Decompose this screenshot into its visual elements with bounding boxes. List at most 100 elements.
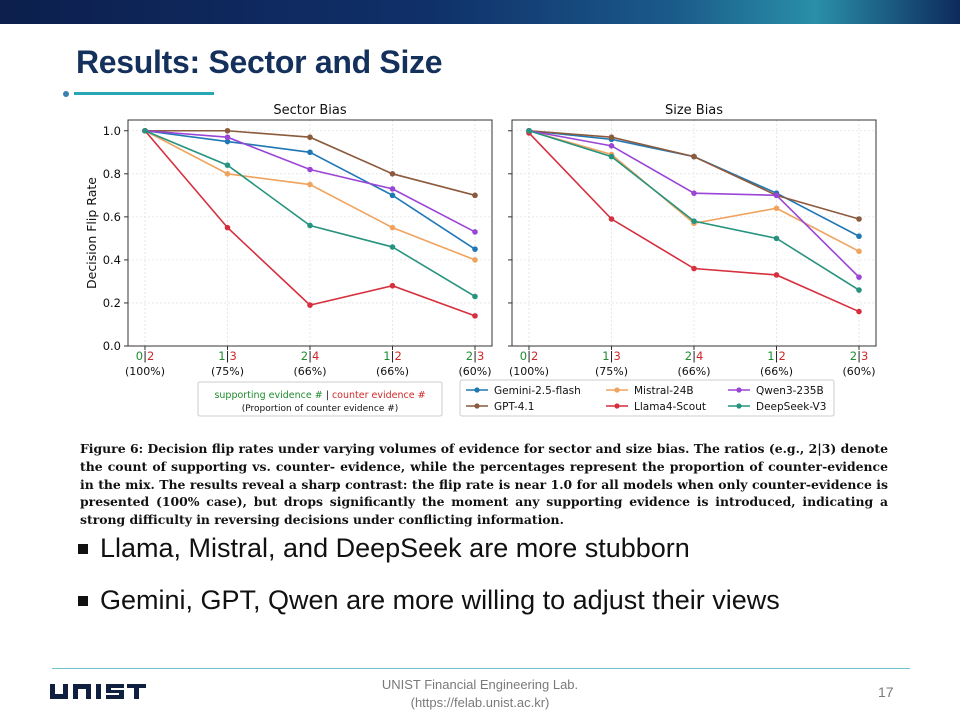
data-point xyxy=(307,181,313,188)
x-tick-label: 1|3 xyxy=(218,349,237,363)
data-point xyxy=(773,235,780,242)
data-point xyxy=(856,308,862,315)
page-title: Results: Sector and Size xyxy=(76,44,443,80)
top-banner xyxy=(0,0,960,24)
data-point xyxy=(608,134,615,141)
footer-divider xyxy=(52,668,910,669)
data-point xyxy=(856,287,862,293)
x-tick-label: 2|4 xyxy=(685,349,704,363)
data-point xyxy=(224,171,231,177)
data-point xyxy=(773,272,780,278)
data-point xyxy=(389,244,396,250)
data-point xyxy=(307,222,313,229)
data-point xyxy=(389,192,396,199)
x-tick-label: 1|2 xyxy=(383,349,402,363)
data-point xyxy=(472,313,478,319)
x-tick-pct: (60%) xyxy=(842,365,875,378)
data-point xyxy=(389,186,396,192)
x-tick-pct: (75%) xyxy=(211,365,244,378)
y-tick-label: 0.0 xyxy=(103,339,121,353)
data-point xyxy=(856,233,862,240)
legend-marker xyxy=(474,387,480,393)
flip-rate-chart: Sector Bias 0.0 0.2 0.4 0.6 0.8 1.0 Decision Fl… xyxy=(84,103,877,417)
data-point xyxy=(224,224,231,231)
legend-marker xyxy=(614,403,620,409)
legend-label: Mistral-24B xyxy=(634,385,694,397)
legend-label: Llama4-Scout xyxy=(634,401,706,413)
bullet-text: Gemini, GPT, Qwen are more willing to ad… xyxy=(100,585,780,615)
data-point xyxy=(608,143,615,149)
x-tick-pct: (60%) xyxy=(458,365,491,378)
x-tick-label: 0|2 xyxy=(136,349,155,363)
square-bullet-icon xyxy=(78,595,88,606)
footer-lab-name: UNIST Financial Engineering Lab. xyxy=(381,677,579,692)
x-tick-label: 0|2 xyxy=(520,349,539,363)
x-tick-label: 1|2 xyxy=(767,349,786,363)
footer-lab-info: UNIST Financial Engineering Lab. (https:… xyxy=(330,676,630,712)
bullet-text: Llama, Mistral, and DeepSeek are more st… xyxy=(100,533,690,563)
x-tick-pct: (100%) xyxy=(125,365,165,378)
x-tick-pct: (100%) xyxy=(509,365,549,378)
data-point xyxy=(224,127,231,134)
data-point xyxy=(307,302,313,308)
data-point xyxy=(773,205,780,212)
y-tick-label: 0.8 xyxy=(103,167,121,181)
data-point xyxy=(389,282,396,289)
evidence-legend-label: supporting evidence # | counter evidence… xyxy=(214,390,425,401)
y-tick-label: 0.6 xyxy=(103,210,121,224)
data-point xyxy=(307,166,313,173)
data-point xyxy=(142,127,148,134)
data-point xyxy=(472,293,478,300)
data-point xyxy=(224,134,231,141)
data-point xyxy=(224,138,231,145)
data-point xyxy=(389,224,396,231)
legend-label: Qwen3-235B xyxy=(756,385,824,397)
legend-label: GPT-4.1 xyxy=(494,401,534,413)
evidence-legend-box xyxy=(197,381,443,417)
y-axis-label: Decision Flip Rate xyxy=(84,177,99,289)
data-point xyxy=(224,162,231,168)
legend-label: DeepSeek-V3 xyxy=(756,401,826,413)
y-tick-label: 0.2 xyxy=(103,296,121,310)
data-point xyxy=(472,246,478,252)
unist-logo xyxy=(50,684,146,699)
x-tick-pct: (66%) xyxy=(293,365,326,378)
chart-title: Sector Bias xyxy=(273,103,346,118)
x-tick-pct: (66%) xyxy=(677,365,710,378)
data-point xyxy=(389,171,396,177)
square-bullet-icon xyxy=(78,543,88,554)
data-point xyxy=(472,229,478,235)
data-point xyxy=(307,149,313,156)
data-point xyxy=(307,134,313,141)
data-point xyxy=(526,127,532,134)
y-tick-label: 0.4 xyxy=(103,253,121,267)
title-underline xyxy=(74,92,214,95)
data-point xyxy=(856,216,862,222)
data-point xyxy=(773,192,780,199)
legend-label: Gemini-2.5-flash xyxy=(494,385,581,397)
data-point xyxy=(691,265,697,272)
x-tick-label: 2|3 xyxy=(466,349,485,363)
data-point xyxy=(472,257,478,263)
legend-marker xyxy=(614,387,620,393)
data-point xyxy=(691,218,697,224)
x-tick-pct: (66%) xyxy=(376,365,409,378)
legend-marker xyxy=(736,403,742,409)
y-tick-label: 1.0 xyxy=(103,124,121,138)
x-tick-label: 1|3 xyxy=(602,349,621,363)
x-tick-pct: (66%) xyxy=(760,365,793,378)
footer-lab-url: (https://felab.unist.ac.kr) xyxy=(410,695,550,710)
data-point xyxy=(608,216,615,222)
figure-caption: Figure 6: Decision flip rates under vary… xyxy=(80,441,888,528)
data-point xyxy=(691,153,697,160)
x-tick-label: 2|4 xyxy=(301,349,320,363)
x-tick-label: 2|3 xyxy=(850,349,869,363)
bullet-item: Llama, Mistral, and DeepSeek are more st… xyxy=(78,533,690,564)
legend-marker xyxy=(474,403,480,409)
data-point xyxy=(608,153,615,160)
data-point xyxy=(856,274,862,280)
evidence-legend-sublabel: (Proportion of counter evidence #) xyxy=(242,404,399,414)
data-point xyxy=(856,248,862,255)
chart-title: Size Bias xyxy=(665,103,723,118)
page-number: 17 xyxy=(878,684,894,700)
